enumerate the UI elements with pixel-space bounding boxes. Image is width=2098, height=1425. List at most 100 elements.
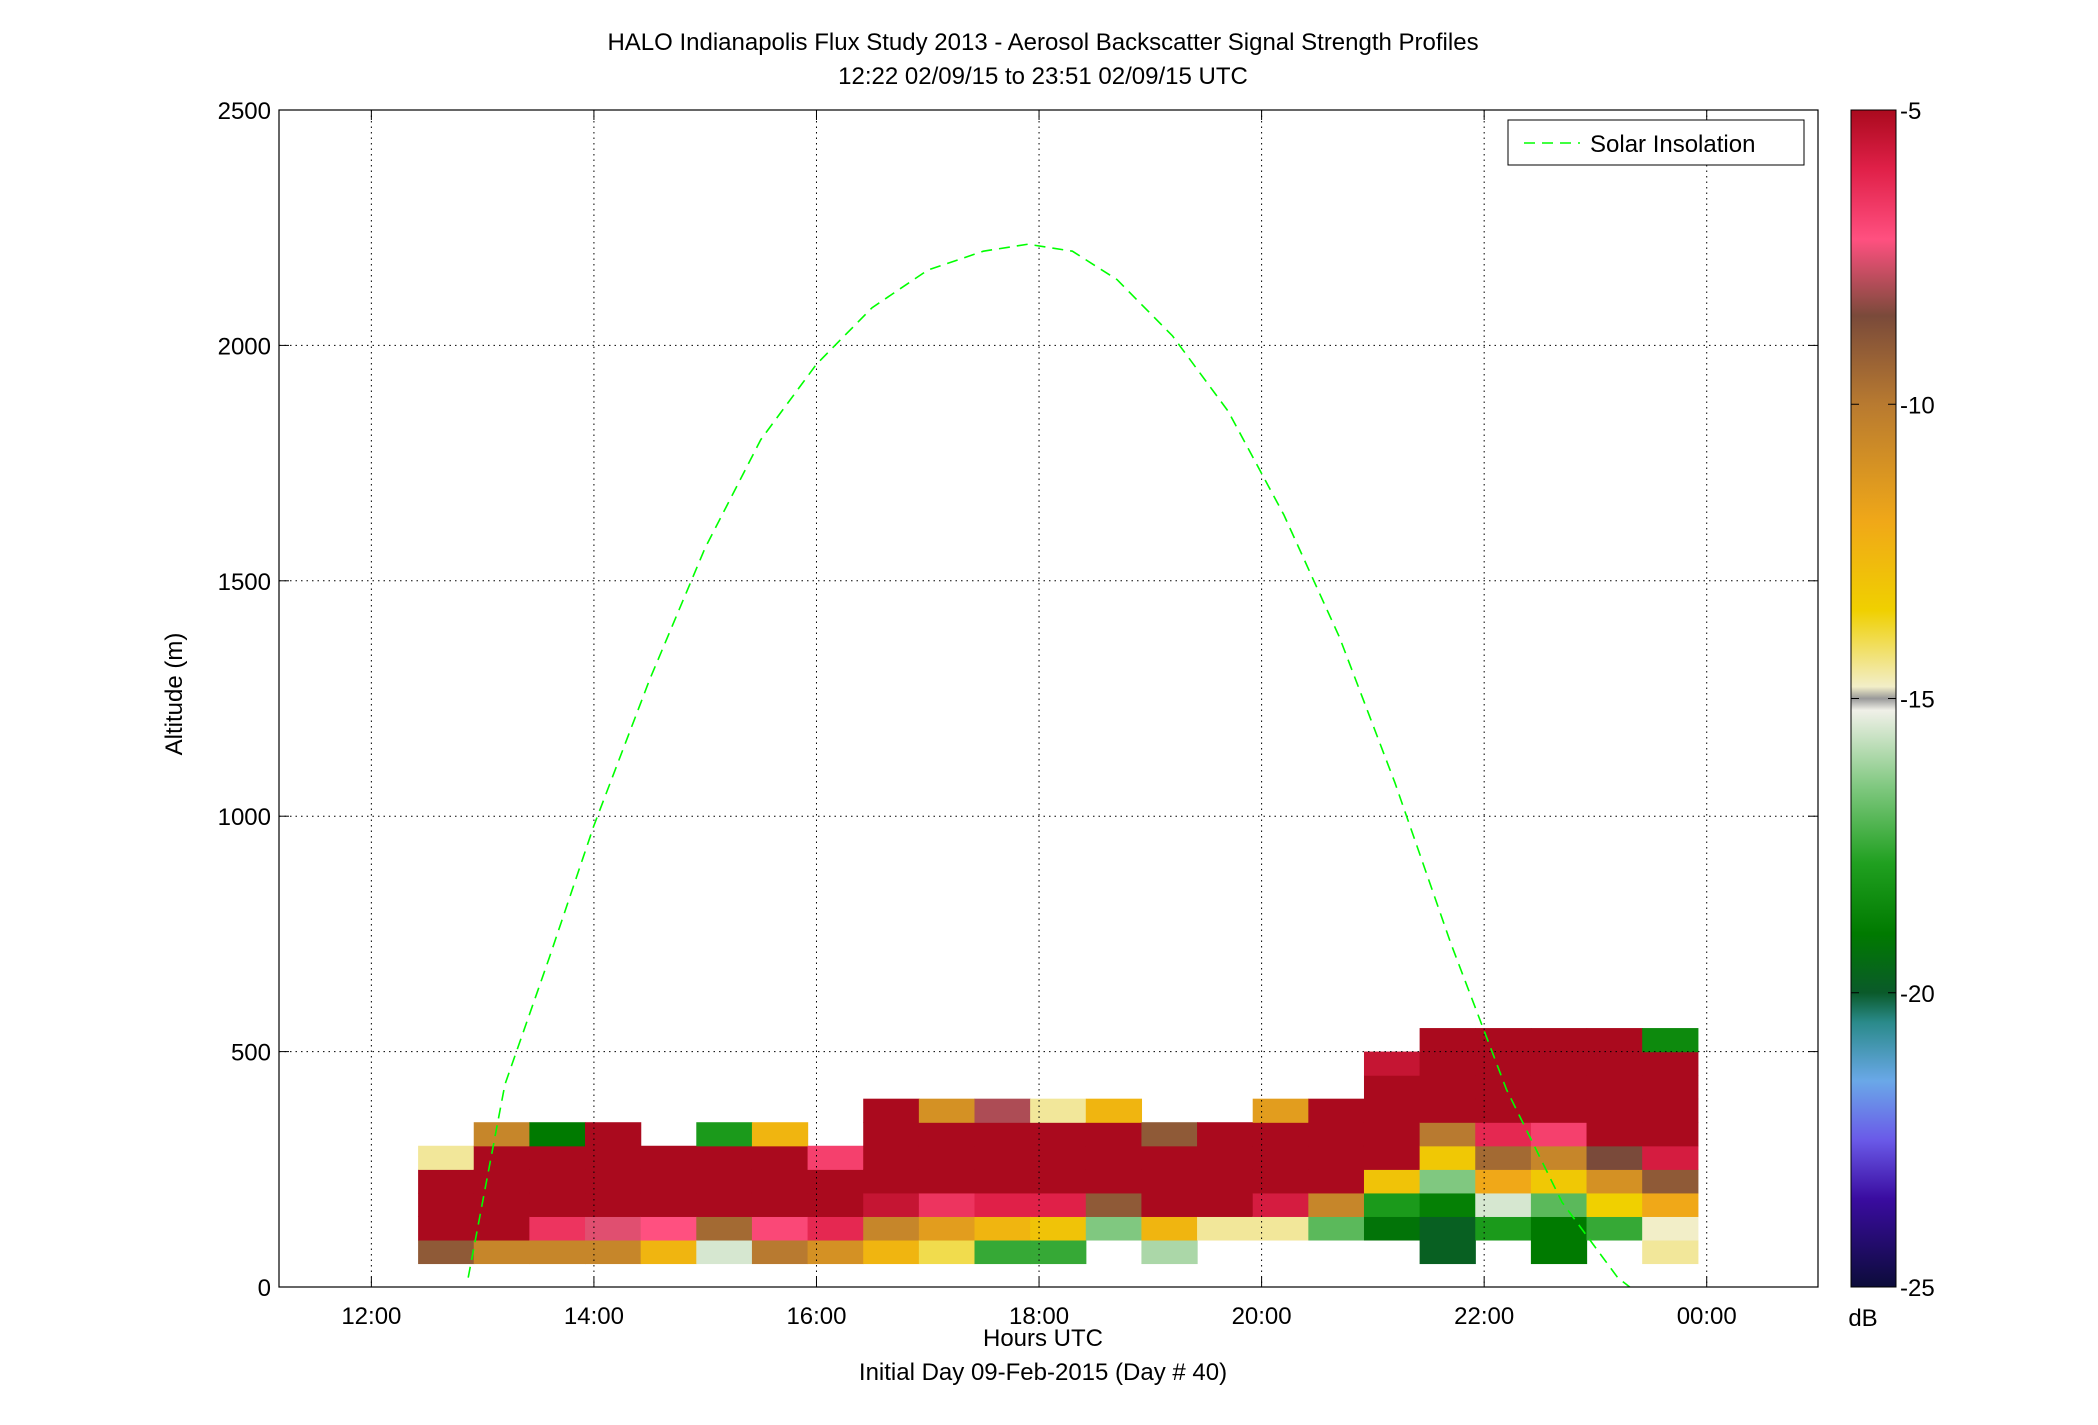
y-tick-label: 500 [231,1040,271,1067]
series-line-solar-insolation [467,243,1631,1287]
heatmap-cell [473,1216,530,1241]
heatmap-cell [918,1169,976,1194]
heatmap-cell [863,1145,920,1170]
heatmap-cell [1530,1216,1588,1241]
heatmap-cell [1530,1098,1588,1123]
heatmap-cell [1419,1145,1476,1170]
heatmap-cell [1308,1169,1365,1194]
legend-box [1507,119,1805,166]
heatmap-cell [974,1239,1031,1265]
heatmap-cell [696,1216,753,1241]
heatmap-cell [1419,1028,1476,1053]
heatmap-cell [1085,1216,1143,1241]
x-axis-label: Hours UTC [983,1325,1103,1352]
heatmap-cell [1642,1051,1699,1076]
heatmap-cell [1530,1051,1588,1076]
colorbar-ticks: -5 -10 -15 -20 -25 [1851,98,1935,1302]
heatmap-cell [1642,1098,1699,1123]
colorbar-tick-label: -15 [1900,687,1935,714]
x-tick-label: 16:00 [786,1303,846,1330]
heatmap-cell [1197,1192,1254,1217]
heatmap-cell [751,1216,809,1241]
heatmap-cell [1308,1192,1365,1217]
heatmap-cell [1141,1192,1198,1217]
legend-label-solar-insolation: Solar Insolation [1590,131,1755,158]
x-tick-label: 00:00 [1677,1303,1737,1330]
heatmap-cell [1642,1192,1699,1217]
heatmap-cell [1141,1216,1198,1241]
heatmap-cell [1530,1028,1588,1053]
heatmap-cell [529,1145,586,1170]
heatmap-cell [1308,1122,1365,1147]
heatmap-cell [1530,1122,1588,1147]
heatmap-cell [1363,1216,1421,1241]
heatmap-cell [1530,1169,1588,1194]
heatmap-cell [1085,1145,1143,1170]
heatmap-cell [1363,1075,1421,1100]
heatmap-cell [585,1216,642,1241]
heatmap-cell [1197,1122,1254,1147]
heatmap-cell [529,1122,586,1147]
y-tick-label: 0 [258,1275,271,1302]
heatmap-cell [1308,1216,1365,1241]
heatmap-cell [1642,1169,1699,1194]
heatmap-cell [1085,1192,1143,1217]
heatmap-cell [751,1122,809,1147]
colorbar-tick-label: -10 [1900,392,1935,419]
heatmap-cell [1530,1145,1588,1170]
heatmap-cell [1586,1216,1643,1241]
heatmap-cell [1252,1216,1309,1241]
heatmap-cell [1419,1192,1476,1217]
x-tick-label: 18:00 [1009,1303,1069,1330]
heatmap-cell [1141,1122,1198,1147]
heatmap-cell [640,1169,697,1194]
heatmap-cell [1642,1028,1699,1053]
heatmap-cell [863,1098,920,1123]
heatmap-cell [1419,1051,1476,1076]
heatmap-cell [1586,1145,1643,1170]
chart-subtitle: 12:22 02/09/15 to 23:51 02/09/15 UTC [838,63,1248,90]
heatmap-cell [418,1239,475,1265]
heatmap-cell [1085,1169,1143,1194]
heatmap-cell [863,1239,920,1265]
heatmap-cell [1197,1169,1254,1194]
heatmap-cell [918,1192,976,1217]
heatmap-cell [473,1169,530,1194]
heatmap-cell [974,1122,1031,1147]
heatmap-cell [918,1145,976,1170]
heatmap-cell [918,1122,976,1147]
colorbar: -5 -10 -15 -20 -25 dB [1848,98,1934,1332]
heatmap-cell [1642,1239,1699,1265]
y-axis-label: Altitude (m) [161,633,188,756]
heatmap-cell [640,1239,697,1265]
heatmap-cell [1085,1122,1143,1147]
heatmap-cell [1642,1145,1699,1170]
heatmap-cell [751,1192,809,1217]
heatmap-cell [1586,1051,1643,1076]
colorbar-tick-label: -5 [1900,98,1921,125]
colorbar-tick-label: -25 [1900,1275,1935,1302]
heatmap-cell [918,1216,976,1241]
heatmap-cell [1475,1216,1532,1241]
heatmap-cell [1586,1098,1643,1123]
y-tick-label: 2000 [218,333,271,360]
heatmap-cell [918,1239,976,1265]
heatmap-cell [1419,1122,1476,1147]
heatmap-cell [529,1239,586,1265]
heatmap-cell [1363,1098,1421,1123]
heatmap-cell [1419,1098,1476,1123]
heatmap-cell [696,1192,753,1217]
x-tick-label: 14:00 [564,1303,624,1330]
heatmap-cell [1530,1239,1588,1265]
y-tick-label: 2500 [218,98,271,125]
heatmap-cell [974,1169,1031,1194]
heatmap-cell [418,1169,475,1194]
heatmap-cell [473,1145,530,1170]
heatmap-cell [1197,1216,1254,1241]
heatmap-cell [1419,1239,1476,1265]
heatmap-cell [1475,1051,1532,1076]
heatmap-cell [1419,1216,1476,1241]
heatmap-cell [1530,1075,1588,1100]
heatmap-cell [529,1216,586,1241]
